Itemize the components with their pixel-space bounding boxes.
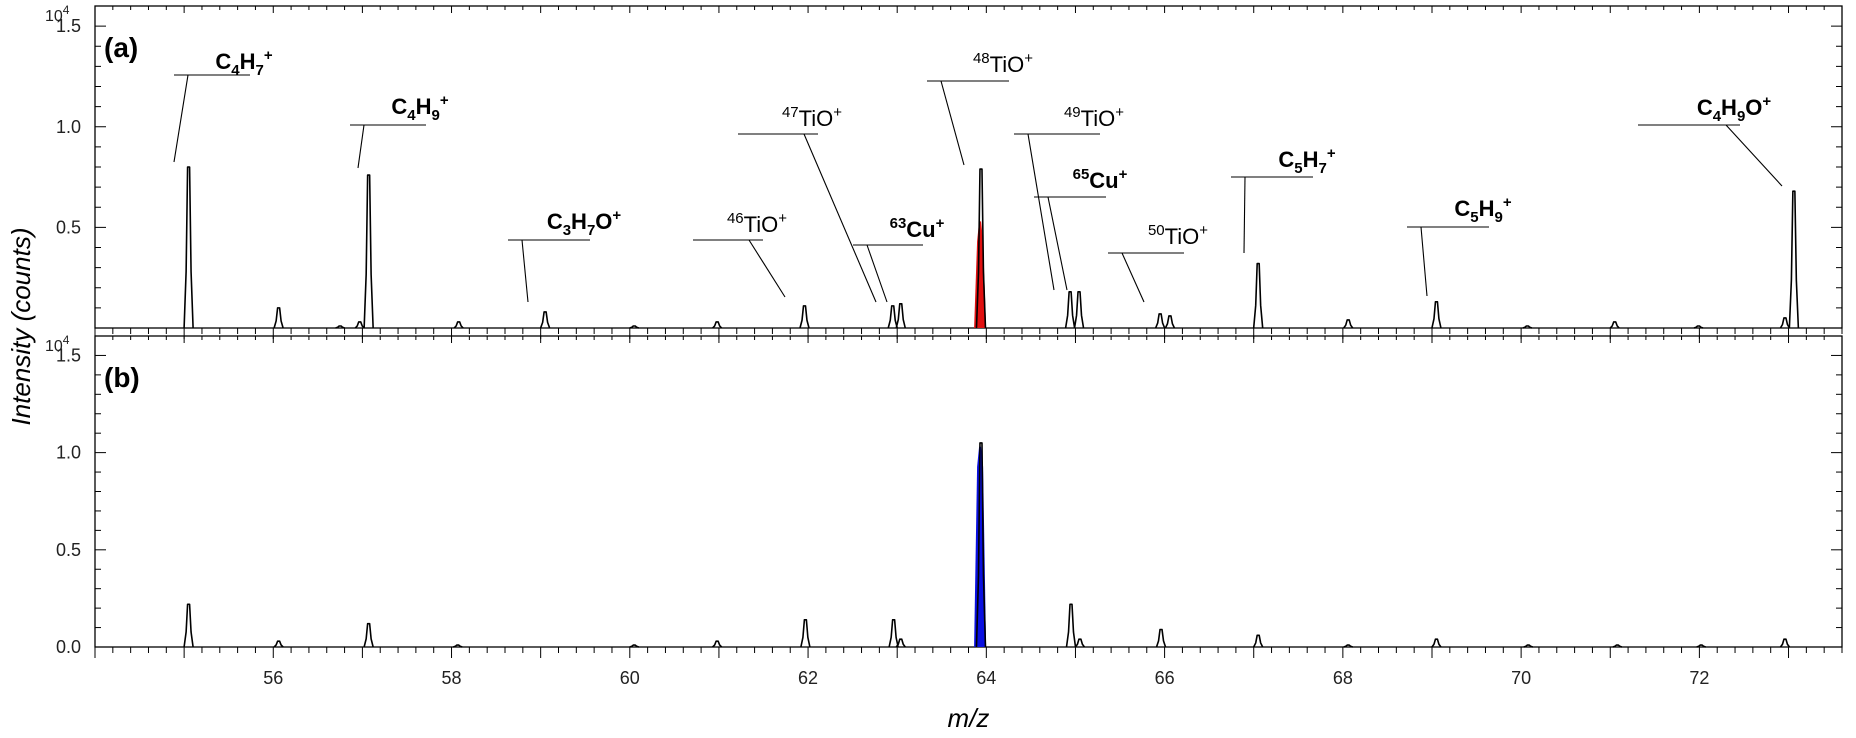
panel-a-ytick-label: 1.5 [56, 16, 81, 36]
panel-a-peak [1073, 290, 1085, 329]
panel-b-peak [888, 618, 899, 648]
panel-b-peak [975, 442, 987, 648]
panel-b-peak [183, 603, 194, 648]
panel-b-label: (b) [104, 362, 140, 393]
panel-a-peak [1788, 190, 1800, 329]
annotation-63Cu-leader [866, 244, 888, 303]
panel-a-peak [1252, 262, 1264, 329]
panel-a-peak [1693, 325, 1704, 329]
panel-a-peak [1164, 315, 1176, 329]
panel-b-peak [1252, 634, 1264, 648]
panel-a-peak [1343, 319, 1354, 329]
xtick-label: 72 [1689, 668, 1709, 688]
y-axis-label: Intensity (counts) [6, 228, 36, 426]
panel-a-peak [887, 305, 899, 329]
xtick-label: 56 [263, 668, 283, 688]
xtick-label: 62 [798, 668, 818, 688]
panel-a-peak [975, 168, 987, 329]
panel-a-peak [895, 303, 907, 329]
annotation-48TiO-leader [940, 80, 965, 166]
panel-a-frame [94, 5, 1843, 329]
x-axis-label: m/z [948, 703, 990, 733]
annotation-C5H7-leader [1243, 176, 1246, 254]
panel-b-peak [363, 622, 374, 648]
xtick-label: 68 [1333, 668, 1353, 688]
annotation-65Cu-leader [1047, 196, 1068, 291]
annotation-50TiO-leader [1121, 252, 1145, 303]
panel-a-peak [799, 305, 810, 329]
panel-b-ytick-label: 0.5 [56, 540, 81, 560]
panel-b-ytick-label: 1.5 [56, 345, 81, 365]
annotation-C3H7O-leader [521, 239, 529, 303]
annotation-63Cu: 63Cu+ [890, 215, 945, 242]
annotation-C5H9-leader [1420, 226, 1428, 297]
panel-a-ytick-label: 1.0 [56, 117, 81, 137]
annotation-65Cu: 65Cu+ [1073, 166, 1128, 193]
panel-b-peak [1155, 628, 1167, 648]
panel-a-peak [183, 166, 194, 329]
panel-b-peak [273, 640, 284, 648]
xtick-label: 70 [1511, 668, 1531, 688]
annotation-C3H7O: C3H7O+ [547, 207, 622, 239]
annotation-C4H9-leader [357, 124, 365, 169]
annotation-46TiO: 46TiO+ [727, 210, 787, 237]
annotation-C4H7: C4H7+ [215, 47, 272, 79]
annotation-48TiO: 48TiO+ [973, 50, 1033, 77]
panel-a-peak [1154, 313, 1166, 329]
panel-a-ytick-label: 0.5 [56, 217, 81, 237]
xtick-label: 58 [442, 668, 462, 688]
annotation-C4H9: C4H9+ [391, 92, 448, 124]
panel-b-peak [895, 638, 906, 648]
panel-a-peak [712, 321, 723, 329]
panel-b-peak [1612, 644, 1623, 648]
panel-a-peak [354, 321, 365, 329]
panel-b-peak [1523, 644, 1534, 648]
peak-annotations: C4H7+ C4H9+ C3H7O+ 46TiO+ 47TiO+ 63Cu+ 48TiO+ 4… [173, 47, 1783, 303]
panel-b-peak [1343, 644, 1353, 648]
panel-a-peak [1609, 321, 1620, 329]
xtick-label: 64 [976, 668, 996, 688]
panel-a-peak [1779, 317, 1791, 329]
annotation-47TiO: 47TiO+ [782, 104, 842, 131]
panel-b-frame [94, 335, 1843, 648]
panel-b-peak [712, 640, 723, 648]
panel-b-peak [1065, 603, 1077, 648]
xtick-label: 60 [620, 668, 640, 688]
panel-a-peak [539, 311, 551, 329]
annotation-C4H9O-leader [1725, 124, 1783, 187]
annotation-49TiO: 49TiO+ [1064, 104, 1124, 131]
panel-b-peak [1074, 638, 1086, 648]
annotation-50TiO: 50TiO+ [1148, 222, 1208, 249]
annotation-49TiO-leader [1027, 133, 1055, 291]
panel-b-peak [1431, 638, 1442, 648]
panel-a-peak [453, 321, 464, 329]
panel-a-peak [273, 307, 284, 329]
panel-b-peak [1779, 638, 1791, 648]
annotation-C5H7: C5H7+ [1278, 145, 1335, 177]
panel-b-peak [629, 644, 640, 648]
panel-b-ytick-label: 1.0 [56, 443, 81, 463]
panel-a-peak [363, 174, 374, 329]
annotation-47TiO-leader [803, 133, 877, 303]
panel-a-peak [1064, 290, 1076, 329]
panel-a-peak [335, 325, 345, 329]
annotation-C5H9: C5H9+ [1454, 194, 1511, 226]
panel-b-peak [453, 644, 463, 648]
annotation-C4H9O: C4H9O+ [1697, 93, 1772, 125]
panel-b-peak [1696, 644, 1706, 648]
panel-b-peak [800, 618, 811, 648]
panel-a-peak [629, 325, 640, 329]
panel-a-peak [1522, 325, 1533, 329]
annotation-C4H7-leader [173, 74, 189, 163]
xtick-label: 66 [1155, 668, 1175, 688]
panel-b-ytick-label: 0.0 [56, 637, 81, 657]
panel-a-peak [1431, 301, 1442, 329]
annotation-46TiO-leader [748, 239, 786, 298]
panel-a-label: (a) [104, 32, 138, 63]
